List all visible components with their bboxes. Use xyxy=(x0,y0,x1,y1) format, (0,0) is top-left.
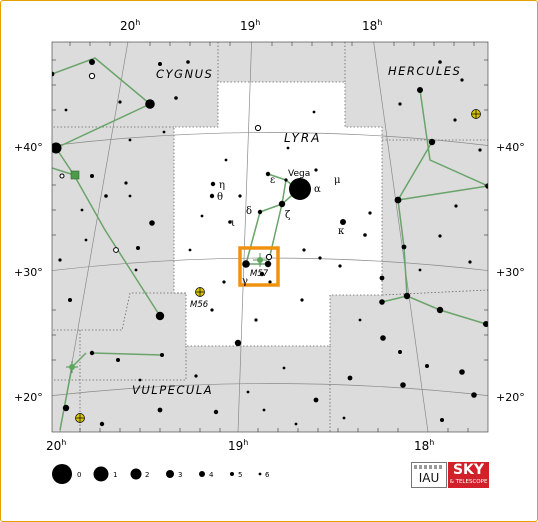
star-label-vega: Vega xyxy=(288,169,310,179)
ra-label-19h-bottom: 19h xyxy=(228,438,248,453)
m57-highlight-box xyxy=(238,246,280,287)
stars xyxy=(52,59,488,427)
star-label-epsilon: ε xyxy=(270,175,275,186)
dec-label-20-left: +20° xyxy=(14,391,43,404)
constellation-name-cygnus: CYGNUS xyxy=(156,67,213,81)
ra-label-20h-bottom: 20h xyxy=(46,438,66,453)
legend-star-mag-2 xyxy=(130,468,142,480)
star-label-kappa: κ xyxy=(338,226,345,237)
constellation-name-hercules: HERCULES xyxy=(388,64,461,78)
legend-label-mag-4: 4 xyxy=(209,471,214,479)
star-label-mu: μ xyxy=(334,175,341,186)
object-label-m56: M56 xyxy=(190,300,209,310)
legend-star-mag-1 xyxy=(93,466,109,482)
constellation-name-lyra: LYRA xyxy=(284,131,321,145)
dumbbell-nebula-icon xyxy=(66,361,78,373)
legend-star-mag-0 xyxy=(52,464,72,484)
publisher-logos: IAU SKY & TELESCOPE xyxy=(411,462,489,488)
star-label-delta: δ xyxy=(246,206,252,217)
m57-nebula-icon xyxy=(253,253,267,267)
object-label-m57: M57 xyxy=(250,269,269,279)
magnitude-legend: 0 1 2 3 4 5 6 xyxy=(52,464,270,484)
hercules-cluster-icon xyxy=(471,109,481,119)
dec-label-40-right: +40° xyxy=(496,141,525,154)
legend-star-mag-3 xyxy=(166,470,174,478)
dec-label-20-right: +20° xyxy=(496,391,525,404)
ra-label-20h-top: 20h xyxy=(120,18,140,33)
iau-logo-text: IAU xyxy=(418,471,440,485)
star-label-eta: η xyxy=(219,180,225,191)
m56-cluster-icon xyxy=(195,287,205,297)
constellation-name-vulpecula: VULPECULA xyxy=(132,383,213,397)
legend-label-mag-0: 0 xyxy=(77,471,81,479)
variable-stars xyxy=(59,72,273,261)
legend-label-mag-2: 2 xyxy=(145,471,149,479)
ra-label-18h-bottom: 18h xyxy=(414,438,434,453)
ra-label-19h-top: 19h xyxy=(240,18,260,33)
star-label-zeta: ζ xyxy=(285,210,291,221)
star-label-gamma: γ xyxy=(242,276,248,287)
legend-label-mag-5: 5 xyxy=(238,471,242,479)
dec-label-30-left: +30° xyxy=(14,266,43,279)
legend-label-mag-6: 6 xyxy=(265,471,270,479)
legend-star-mag-5 xyxy=(230,472,234,476)
dec-label-40-left: +40° xyxy=(14,141,43,154)
legend-label-mag-3: 3 xyxy=(178,471,182,479)
sky-logo-text: SKY xyxy=(452,462,485,478)
legend-star-mag-4 xyxy=(199,471,205,477)
legend-label-mag-1: 1 xyxy=(113,471,117,479)
iau-logo: IAU xyxy=(411,462,447,488)
tick-marks xyxy=(52,42,488,432)
sky-telescope-logo: SKY & TELESCOPE xyxy=(448,462,489,488)
ra-label-18h-top: 18h xyxy=(362,18,382,33)
planetary-nebula-cygnus-icon xyxy=(70,170,80,180)
vulpecula-cluster-icon xyxy=(75,413,85,423)
lyra-boundary-area xyxy=(174,82,382,346)
chart-border xyxy=(51,41,489,433)
star-label-alpha: α xyxy=(314,184,321,195)
dec-label-30-right: +30° xyxy=(496,266,525,279)
sky-logo-subtext: & TELESCOPE xyxy=(449,479,488,485)
star-label-iota: ι xyxy=(231,218,235,229)
legend-star-mag-6 xyxy=(258,472,262,476)
star-label-theta: θ xyxy=(217,192,223,203)
